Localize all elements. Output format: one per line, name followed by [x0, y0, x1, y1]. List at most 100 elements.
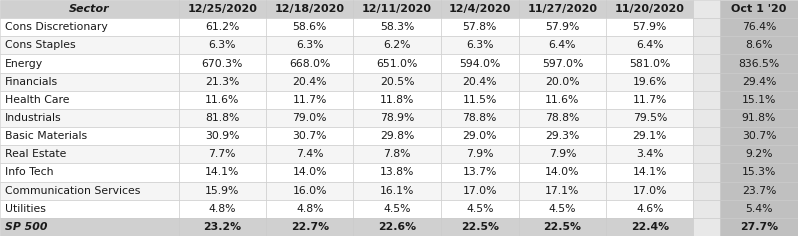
- Text: 11.6%: 11.6%: [545, 95, 579, 105]
- Bar: [606, 18, 693, 36]
- Text: 11/20/2020: 11/20/2020: [615, 4, 685, 14]
- Bar: [606, 0, 693, 18]
- Bar: [693, 218, 720, 236]
- Bar: [179, 163, 266, 181]
- Text: 23.2%: 23.2%: [203, 222, 241, 232]
- Bar: [519, 36, 606, 55]
- Bar: [606, 200, 693, 218]
- Text: 581.0%: 581.0%: [629, 59, 670, 68]
- Bar: [720, 36, 798, 55]
- Text: 16.1%: 16.1%: [380, 186, 414, 196]
- Text: 22.5%: 22.5%: [460, 222, 499, 232]
- Bar: [0, 0, 179, 18]
- Text: 9.2%: 9.2%: [745, 149, 772, 159]
- Text: Basic Materials: Basic Materials: [5, 131, 87, 141]
- Bar: [440, 163, 519, 181]
- Bar: [354, 163, 440, 181]
- Text: Health Care: Health Care: [5, 95, 69, 105]
- Text: Sector: Sector: [69, 4, 109, 14]
- Text: 4.5%: 4.5%: [466, 204, 493, 214]
- Text: 14.1%: 14.1%: [205, 168, 239, 177]
- Text: 11.8%: 11.8%: [380, 95, 414, 105]
- Text: 12/11/2020: 12/11/2020: [362, 4, 432, 14]
- Text: 79.0%: 79.0%: [292, 113, 327, 123]
- Bar: [693, 0, 720, 18]
- Bar: [606, 145, 693, 163]
- Text: 57.9%: 57.9%: [545, 22, 579, 32]
- Bar: [693, 36, 720, 55]
- Text: 4.8%: 4.8%: [296, 204, 323, 214]
- Text: 20.5%: 20.5%: [380, 77, 414, 87]
- Text: 61.2%: 61.2%: [205, 22, 239, 32]
- Bar: [519, 200, 606, 218]
- Text: SP 500: SP 500: [5, 222, 47, 232]
- Text: 14.0%: 14.0%: [545, 168, 579, 177]
- Text: 76.4%: 76.4%: [742, 22, 776, 32]
- Text: 57.8%: 57.8%: [463, 22, 497, 32]
- Bar: [519, 218, 606, 236]
- Text: 12/18/2020: 12/18/2020: [275, 4, 345, 14]
- Text: 6.4%: 6.4%: [636, 40, 664, 50]
- Bar: [693, 73, 720, 91]
- Bar: [720, 145, 798, 163]
- Text: 17.0%: 17.0%: [463, 186, 497, 196]
- Text: 3.4%: 3.4%: [636, 149, 664, 159]
- Bar: [0, 127, 179, 145]
- Text: 594.0%: 594.0%: [459, 59, 500, 68]
- Text: 670.3%: 670.3%: [202, 59, 243, 68]
- Text: 7.9%: 7.9%: [549, 149, 576, 159]
- Text: 30.7%: 30.7%: [292, 131, 327, 141]
- Text: 29.8%: 29.8%: [380, 131, 414, 141]
- Bar: [440, 145, 519, 163]
- Bar: [354, 55, 440, 73]
- Bar: [440, 73, 519, 91]
- Bar: [179, 91, 266, 109]
- Bar: [179, 73, 266, 91]
- Text: 79.5%: 79.5%: [633, 113, 667, 123]
- Bar: [179, 18, 266, 36]
- Text: Oct 1 '20: Oct 1 '20: [731, 4, 787, 14]
- Bar: [720, 218, 798, 236]
- Bar: [354, 181, 440, 200]
- Text: 22.5%: 22.5%: [543, 222, 582, 232]
- Bar: [519, 127, 606, 145]
- Text: 7.4%: 7.4%: [296, 149, 323, 159]
- Bar: [519, 109, 606, 127]
- Bar: [606, 36, 693, 55]
- Bar: [354, 145, 440, 163]
- Text: 30.7%: 30.7%: [742, 131, 776, 141]
- Text: Utilities: Utilities: [5, 204, 45, 214]
- Bar: [440, 200, 519, 218]
- Bar: [606, 55, 693, 73]
- Text: 7.8%: 7.8%: [383, 149, 411, 159]
- Bar: [440, 218, 519, 236]
- Bar: [693, 55, 720, 73]
- Bar: [0, 181, 179, 200]
- Text: 6.3%: 6.3%: [466, 40, 493, 50]
- Text: 20.4%: 20.4%: [292, 77, 327, 87]
- Text: 11/27/2020: 11/27/2020: [527, 4, 598, 14]
- Bar: [266, 218, 354, 236]
- Bar: [179, 109, 266, 127]
- Bar: [266, 145, 354, 163]
- Bar: [354, 218, 440, 236]
- Bar: [519, 73, 606, 91]
- Text: 29.3%: 29.3%: [545, 131, 579, 141]
- Bar: [179, 145, 266, 163]
- Bar: [266, 200, 354, 218]
- Text: 30.9%: 30.9%: [205, 131, 239, 141]
- Bar: [519, 145, 606, 163]
- Bar: [179, 181, 266, 200]
- Text: Cons Staples: Cons Staples: [5, 40, 76, 50]
- Bar: [440, 0, 519, 18]
- Bar: [693, 127, 720, 145]
- Bar: [266, 36, 354, 55]
- Bar: [0, 91, 179, 109]
- Text: 11.7%: 11.7%: [293, 95, 327, 105]
- Bar: [693, 91, 720, 109]
- Text: 16.0%: 16.0%: [292, 186, 327, 196]
- Bar: [266, 18, 354, 36]
- Bar: [519, 91, 606, 109]
- Text: Financials: Financials: [5, 77, 58, 87]
- Text: 81.8%: 81.8%: [205, 113, 239, 123]
